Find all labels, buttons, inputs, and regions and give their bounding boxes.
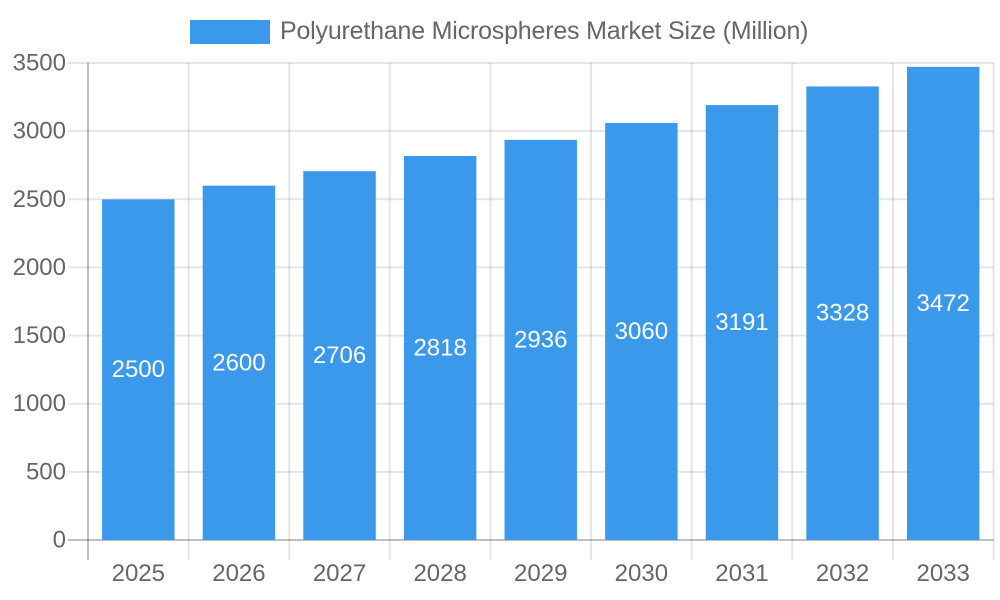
svg-text:3500: 3500 [13, 50, 66, 77]
svg-text:2026: 2026 [212, 560, 265, 587]
svg-text:2031: 2031 [715, 560, 768, 587]
svg-text:2600: 2600 [212, 349, 265, 376]
svg-text:3000: 3000 [13, 118, 66, 145]
svg-text:0: 0 [53, 527, 66, 554]
svg-text:2033: 2033 [916, 560, 969, 587]
svg-text:2025: 2025 [112, 560, 165, 587]
svg-text:3328: 3328 [816, 300, 869, 327]
svg-text:Polyurethane Microspheres Mark: Polyurethane Microspheres Market Size (M… [280, 17, 808, 45]
svg-text:3472: 3472 [916, 290, 969, 317]
svg-text:2028: 2028 [413, 560, 466, 587]
svg-text:3191: 3191 [715, 309, 768, 336]
svg-text:1000: 1000 [13, 390, 66, 417]
svg-text:2029: 2029 [514, 560, 567, 587]
svg-text:2818: 2818 [413, 334, 466, 361]
svg-text:2500: 2500 [112, 356, 165, 383]
svg-text:2027: 2027 [313, 560, 366, 587]
svg-text:3060: 3060 [615, 318, 668, 345]
svg-text:2500: 2500 [13, 186, 66, 213]
svg-text:2936: 2936 [514, 326, 567, 353]
svg-text:2030: 2030 [615, 560, 668, 587]
svg-text:2032: 2032 [816, 560, 869, 587]
svg-text:500: 500 [26, 458, 66, 485]
svg-text:2000: 2000 [13, 254, 66, 281]
svg-text:2706: 2706 [313, 342, 366, 369]
svg-text:1500: 1500 [13, 322, 66, 349]
